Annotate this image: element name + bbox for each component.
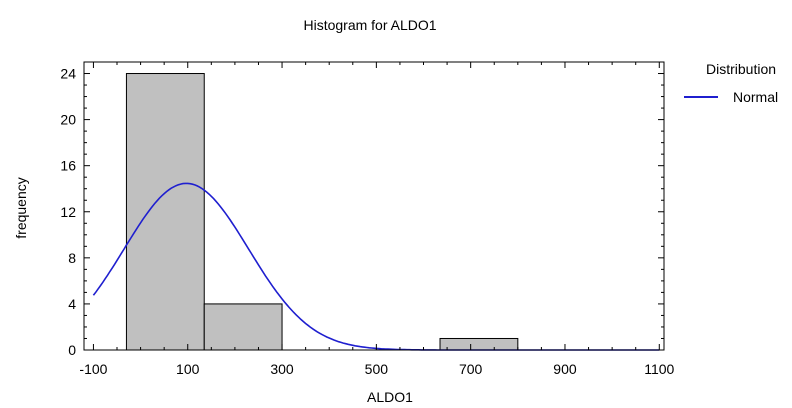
histogram-bar-4 [439,337,519,351]
x-axis-label: ALDO1 [367,389,413,405]
legend-title: Distribution [706,61,776,77]
plot-frame [83,61,665,351]
y-tick-label-6: 24 [60,66,76,82]
x-tick-label-2: 300 [270,361,294,377]
chart-title: Histogram for ALDO1 [303,17,436,33]
x-tick-label-1: 100 [176,361,200,377]
x-tick-label-4: 700 [459,361,483,377]
y-tick-label-1: 4 [68,296,76,312]
y-tick-label-3: 12 [60,204,76,220]
x-tick-label-3: 500 [365,361,389,377]
histogram-bar-0 [125,73,205,351]
y-tick-label-4: 16 [60,158,76,174]
legend: Distribution Normal [684,61,778,105]
x-tick-label-0: -100 [79,361,107,377]
plot-area: -100 100 300 500 700 900 1100 0 4 8 12 16 20 24 [60,61,675,377]
y-axis-label: frequency [13,177,29,238]
histogram-bar-1 [203,303,283,351]
y-tick-label-0: 0 [68,342,76,358]
x-tick-label-6: 1100 [644,361,674,377]
y-tick-label-5: 20 [60,112,76,128]
y-tick-label-2: 8 [68,250,76,266]
x-tick-label-5: 900 [553,361,577,377]
legend-label-normal: Normal [733,89,778,105]
